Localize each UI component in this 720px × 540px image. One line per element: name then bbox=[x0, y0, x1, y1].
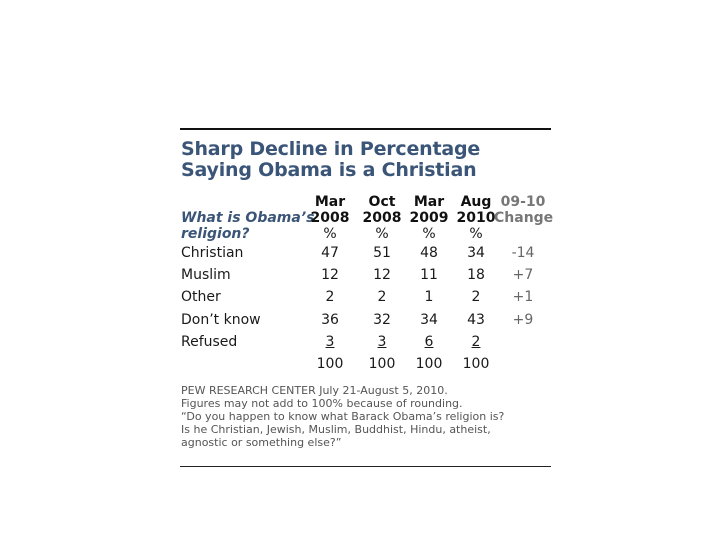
table-cell: 2 bbox=[471, 289, 481, 305]
table-cell: 48 bbox=[420, 245, 438, 261]
table-cell: 18 bbox=[467, 267, 485, 283]
question-line-1: What is Obama’s bbox=[181, 210, 315, 226]
change-cell: +1 bbox=[512, 289, 534, 305]
note-question: Is he Christian, Jewish, Muslim, Buddhis… bbox=[181, 423, 491, 436]
col-header-month: Oct bbox=[368, 194, 396, 210]
col-header-year: 2008 bbox=[362, 210, 402, 226]
table-cell: 34 bbox=[420, 312, 438, 328]
col-header-year: 2009 bbox=[409, 210, 449, 226]
note-question: “Do you happen to know what Barack Obama… bbox=[181, 410, 505, 423]
col-header-year: 2008 bbox=[310, 210, 350, 226]
row-label: Refused bbox=[181, 334, 238, 350]
source-notes: PEW RESEARCH CENTER July 21-August 5, 20… bbox=[181, 384, 551, 449]
col-unit: % bbox=[375, 226, 389, 242]
col-unit: % bbox=[469, 226, 483, 242]
change-cell: +9 bbox=[512, 312, 534, 328]
col-header-month: Mar bbox=[314, 194, 346, 210]
col-header-year: 2010 bbox=[456, 210, 496, 226]
row-label: Christian bbox=[181, 245, 244, 261]
col-unit: % bbox=[422, 226, 436, 242]
total-row: 100 100 100 100 bbox=[181, 355, 553, 375]
header-row-month: Mar Oct Mar Aug 09-10 bbox=[181, 193, 553, 213]
table-row: Other 2 2 1 2 +1 bbox=[181, 288, 553, 308]
col-unit: % bbox=[323, 226, 337, 242]
table-row: Muslim 12 12 11 18 +7 bbox=[181, 266, 553, 286]
table-cell: 36 bbox=[321, 312, 339, 328]
header-row-unit: religion? % % % % bbox=[181, 225, 553, 245]
table-cell: 2 bbox=[377, 289, 387, 305]
col-header-month: Aug bbox=[460, 194, 492, 210]
title-line-1: Sharp Decline in Percentage bbox=[181, 138, 481, 160]
header-row-year: What is Obama’s 2008 2008 2009 2010 Chan… bbox=[181, 209, 553, 229]
table-cell: 6 bbox=[424, 334, 434, 350]
table-cell: 32 bbox=[373, 312, 391, 328]
row-label: Other bbox=[181, 289, 221, 305]
table-row: Refused 3 3 6 2 bbox=[181, 333, 553, 353]
table-cell: 2 bbox=[471, 334, 481, 350]
total-cell: 100 bbox=[368, 356, 396, 372]
row-label: Muslim bbox=[181, 267, 231, 283]
col-header-month: Mar bbox=[413, 194, 445, 210]
note-rounding: Figures may not add to 100% because of r… bbox=[181, 397, 463, 410]
total-cell: 100 bbox=[415, 356, 443, 372]
table-cell: 47 bbox=[321, 245, 339, 261]
col-header-change-years: 09-10 bbox=[500, 194, 546, 210]
total-cell: 100 bbox=[462, 356, 490, 372]
table-row: Don’t know 36 32 34 43 +9 bbox=[181, 311, 553, 331]
table-cell: 12 bbox=[373, 267, 391, 283]
chart-title: Sharp Decline in Percentage Saying Obama… bbox=[181, 139, 551, 181]
change-cell: +7 bbox=[512, 267, 534, 283]
table-row: Christian 47 51 48 34 -14 bbox=[181, 244, 553, 264]
bottom-rule bbox=[180, 466, 551, 467]
note-question: agnostic or something else?” bbox=[181, 436, 342, 449]
table-cell: 51 bbox=[373, 245, 391, 261]
table-cell: 3 bbox=[377, 334, 387, 350]
table-cell: 34 bbox=[467, 245, 485, 261]
table-cell: 1 bbox=[424, 289, 434, 305]
question-line-2: religion? bbox=[181, 226, 250, 242]
table-cell: 12 bbox=[321, 267, 339, 283]
note-source: PEW RESEARCH CENTER July 21-August 5, 20… bbox=[181, 384, 448, 397]
table-cell: 11 bbox=[420, 267, 438, 283]
title-line-2: Saying Obama is a Christian bbox=[181, 159, 477, 181]
table-cell: 2 bbox=[325, 289, 335, 305]
change-cell: -14 bbox=[511, 245, 535, 261]
table-cell: 3 bbox=[325, 334, 335, 350]
top-rule bbox=[180, 128, 551, 130]
total-cell: 100 bbox=[316, 356, 344, 372]
col-header-change: Change bbox=[494, 210, 554, 226]
table-cell: 43 bbox=[467, 312, 485, 328]
row-label: Don’t know bbox=[181, 312, 261, 328]
